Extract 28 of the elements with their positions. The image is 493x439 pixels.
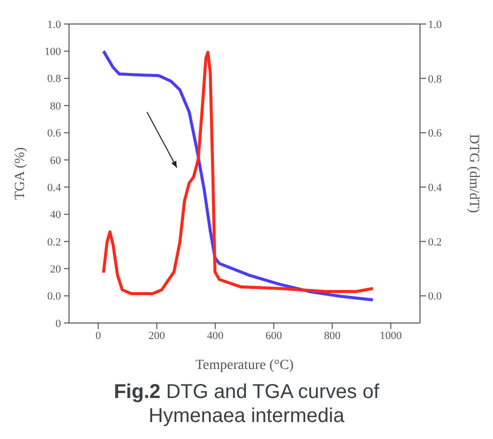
y3-tick-label: 1.0 [428,18,442,31]
y3-tick-label: 0.0 [428,290,442,303]
y-tick-label: 60 [50,154,62,167]
y2-tick-label: 0.4 [47,182,62,194]
y2-tick-label: 1.0 [47,18,62,31]
y2-tick-label: 0.2 [47,236,61,248]
x-tick-label: 600 [266,330,282,342]
y-tick-label: 40 [50,209,62,222]
y-tick-label: 0 [56,318,62,330]
x-tick-label: 0 [96,330,102,342]
y2-axis-title: DTG (dm/dT) [466,134,482,214]
x-tick-label: 200 [148,330,166,342]
y3-tick-label: 0.2 [428,236,442,248]
y-tick-label: 20 [50,263,62,276]
x-tick-label: 800 [324,330,341,342]
x-axis-title: Temperature (°C) [195,358,294,373]
y2-tick-label: 0.0 [47,290,62,303]
y3-tick-label: 0.8 [428,73,442,86]
y-tick-label: 80 [50,100,62,112]
y-axis-title: TGA (%) [12,146,28,200]
y2-tick-label: 0.8 [47,73,62,86]
text: Fig.2 DTG and TGA curves of Hymenaea intermedia [114,381,380,427]
x-tick-label: 1000 [380,330,402,342]
y3-tick-label: 0.4 [428,182,442,194]
y2-tick-label: 0.6 [47,128,62,140]
y3-tick-label: 0.6 [428,128,442,140]
x-tick-label: 400 [207,330,224,342]
y-tick-label: 100 [44,46,62,58]
